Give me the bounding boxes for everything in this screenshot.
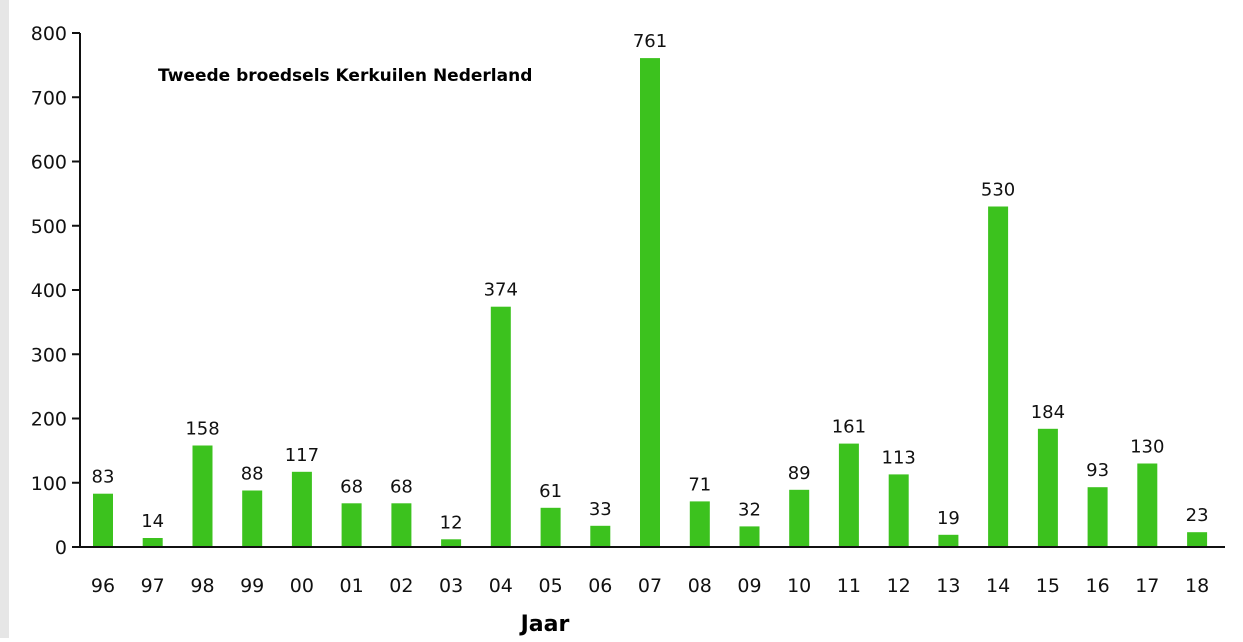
data-label-16: 93 (1086, 460, 1109, 481)
x-tick-label-11: 11 (837, 575, 861, 597)
bar-18 (1187, 532, 1207, 547)
x-tick-label-10: 10 (787, 575, 811, 597)
y-tick-label-200: 200 (31, 409, 67, 431)
bar-06 (590, 526, 610, 547)
data-label-13: 19 (937, 508, 960, 529)
bar-08 (690, 501, 710, 547)
bar-96 (93, 494, 113, 547)
chart-title: Tweede broedsels Kerkuilen Nederland (158, 66, 532, 86)
bar-05 (541, 508, 561, 547)
data-label-02: 68 (390, 476, 413, 497)
data-label-11: 161 (832, 417, 866, 438)
x-tick-label-00: 00 (290, 575, 314, 597)
x-tick-label-02: 02 (389, 575, 413, 597)
bar-97 (143, 538, 163, 547)
data-label-99: 88 (241, 464, 264, 485)
bar-13 (938, 535, 958, 547)
bar-99 (242, 491, 262, 548)
bar-07 (640, 58, 660, 547)
x-tick-label-08: 08 (688, 575, 712, 597)
bar-03 (441, 539, 461, 547)
bar-00 (292, 472, 312, 547)
data-label-03: 12 (440, 512, 463, 533)
bar-10 (789, 490, 809, 547)
x-tick-label-14: 14 (986, 575, 1010, 597)
x-tick-label-05: 05 (539, 575, 563, 597)
y-tick-label-100: 100 (31, 473, 67, 495)
x-tick-label-17: 17 (1135, 575, 1159, 597)
data-label-05: 61 (539, 481, 562, 502)
bar-17 (1137, 464, 1157, 548)
data-label-18: 23 (1186, 505, 1209, 526)
x-axis-title: Jaar (519, 612, 570, 637)
x-tick-label-99: 99 (240, 575, 264, 597)
bar-04 (491, 307, 511, 547)
data-label-04: 374 (484, 280, 518, 301)
data-label-15: 184 (1031, 402, 1065, 423)
x-tick-label-15: 15 (1036, 575, 1060, 597)
bar-02 (391, 503, 411, 547)
y-tick-label-700: 700 (31, 87, 67, 109)
bar-09 (740, 526, 760, 547)
bar-16 (1088, 487, 1108, 547)
data-label-14: 530 (981, 180, 1015, 201)
data-label-08: 71 (688, 474, 711, 495)
bar-11 (839, 444, 859, 547)
y-tick-label-300: 300 (31, 344, 67, 366)
data-label-97: 14 (141, 511, 164, 532)
x-tick-label-18: 18 (1185, 575, 1209, 597)
data-label-09: 32 (738, 499, 761, 520)
data-label-17: 130 (1130, 437, 1164, 458)
y-tick-label-800: 800 (31, 23, 67, 45)
x-tick-label-07: 07 (638, 575, 662, 597)
data-label-01: 68 (340, 476, 363, 497)
y-tick-label-400: 400 (31, 280, 67, 302)
y-tick-label-600: 600 (31, 152, 67, 174)
x-tick-label-16: 16 (1086, 575, 1110, 597)
data-label-07: 761 (633, 31, 667, 52)
data-label-10: 89 (788, 463, 811, 484)
x-tick-label-96: 96 (91, 575, 115, 597)
x-tick-label-04: 04 (489, 575, 513, 597)
x-tick-label-13: 13 (936, 575, 960, 597)
x-tick-label-12: 12 (887, 575, 911, 597)
x-tick-label-03: 03 (439, 575, 463, 597)
y-tick-label-0: 0 (55, 537, 67, 559)
x-tick-label-09: 09 (737, 575, 761, 597)
y-tick-label-500: 500 (31, 216, 67, 238)
x-tick-label-97: 97 (141, 575, 165, 597)
bar-12 (889, 474, 909, 547)
left-edge-strip (0, 0, 9, 638)
bar-14 (988, 207, 1008, 548)
data-label-12: 113 (882, 447, 916, 468)
bar-98 (193, 446, 213, 548)
bar-15 (1038, 429, 1058, 547)
data-label-00: 117 (285, 445, 319, 466)
data-label-96: 83 (92, 467, 115, 488)
bar-01 (342, 503, 362, 547)
data-label-98: 158 (185, 419, 219, 440)
data-label-06: 33 (589, 499, 612, 520)
x-tick-label-06: 06 (588, 575, 612, 597)
x-tick-label-98: 98 (190, 575, 214, 597)
x-tick-label-01: 01 (340, 575, 364, 597)
